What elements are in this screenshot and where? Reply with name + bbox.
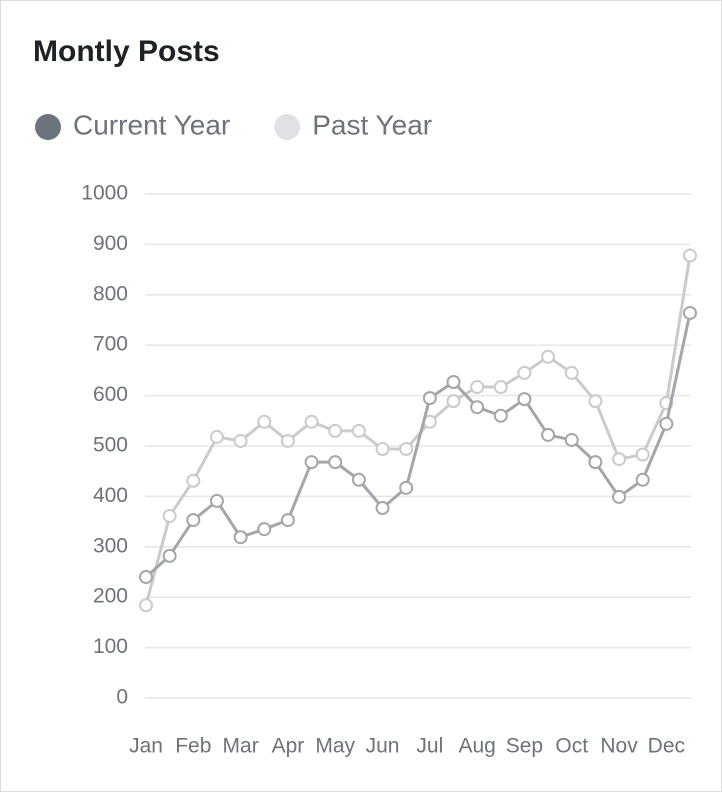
y-tick-label: 700 [93, 333, 128, 356]
data-point [541, 349, 556, 364]
x-tick-label: Mar [223, 735, 259, 758]
data-point [280, 433, 295, 448]
data-point [162, 509, 177, 524]
x-tick-label: Feb [175, 735, 211, 758]
legend-label: Past Year [312, 109, 432, 140]
data-point [493, 380, 508, 395]
data-point [139, 598, 153, 613]
data-point [635, 472, 650, 487]
x-tick-label: Sep [506, 735, 543, 758]
data-point [209, 429, 224, 444]
y-tick-label: 0 [116, 686, 128, 709]
data-point [280, 513, 295, 528]
x-tick-label: Jul [416, 735, 443, 758]
data-point [517, 392, 532, 407]
data-point [683, 305, 697, 320]
data-point [375, 442, 390, 457]
data-point [493, 408, 508, 423]
data-point [517, 365, 532, 380]
y-tick-label: 400 [93, 484, 128, 507]
data-point [162, 548, 177, 563]
data-point [470, 400, 485, 415]
data-point [233, 530, 248, 545]
y-tick-label: 200 [93, 585, 128, 608]
data-point [612, 452, 627, 467]
data-point [446, 374, 461, 389]
data-point [186, 513, 201, 528]
data-point [564, 432, 579, 447]
data-point [564, 365, 579, 380]
data-point [446, 394, 461, 409]
data-point [659, 416, 674, 431]
x-tick-label: Dec [648, 735, 685, 758]
y-tick-label: 600 [93, 383, 128, 406]
series-line [144, 255, 692, 606]
y-tick-label: 800 [93, 282, 128, 305]
data-point [328, 423, 343, 438]
data-point [186, 473, 201, 488]
data-point [233, 433, 248, 448]
data-point [351, 472, 366, 487]
x-tick-label: Oct [555, 735, 588, 758]
y-tick-label: 900 [93, 232, 128, 255]
data-point [683, 248, 697, 263]
legend-label: Current Year [73, 109, 230, 140]
data-point [422, 391, 437, 406]
y-tick-label: 500 [93, 434, 128, 457]
data-point [399, 480, 414, 495]
data-point [328, 455, 343, 470]
data-point [399, 442, 414, 457]
x-tick-label: May [315, 735, 355, 758]
data-point [612, 489, 627, 504]
legend-swatch [274, 114, 301, 140]
data-point [541, 427, 556, 442]
data-point [635, 447, 650, 462]
data-point [588, 455, 603, 470]
x-tick-label: Nov [600, 735, 638, 758]
x-tick-label: Apr [272, 735, 305, 758]
data-point [257, 414, 272, 429]
legend-swatch [35, 114, 61, 140]
data-point [257, 522, 272, 537]
data-point [209, 493, 224, 508]
data-point [304, 414, 319, 429]
data-point [470, 380, 485, 395]
data-point [304, 455, 319, 470]
data-point [588, 394, 603, 409]
y-tick-label: 100 [93, 635, 128, 658]
x-tick-label: Aug [458, 735, 495, 758]
y-tick-label: 1000 [81, 182, 128, 205]
data-point [351, 423, 366, 438]
data-point [375, 500, 390, 515]
y-tick-label: 300 [93, 534, 128, 557]
x-tick-label: Jun [366, 735, 400, 758]
data-point [139, 570, 153, 585]
series-line [144, 312, 692, 579]
chart-title: Montly Posts [33, 35, 220, 68]
x-tick-label: Jan [129, 735, 163, 758]
